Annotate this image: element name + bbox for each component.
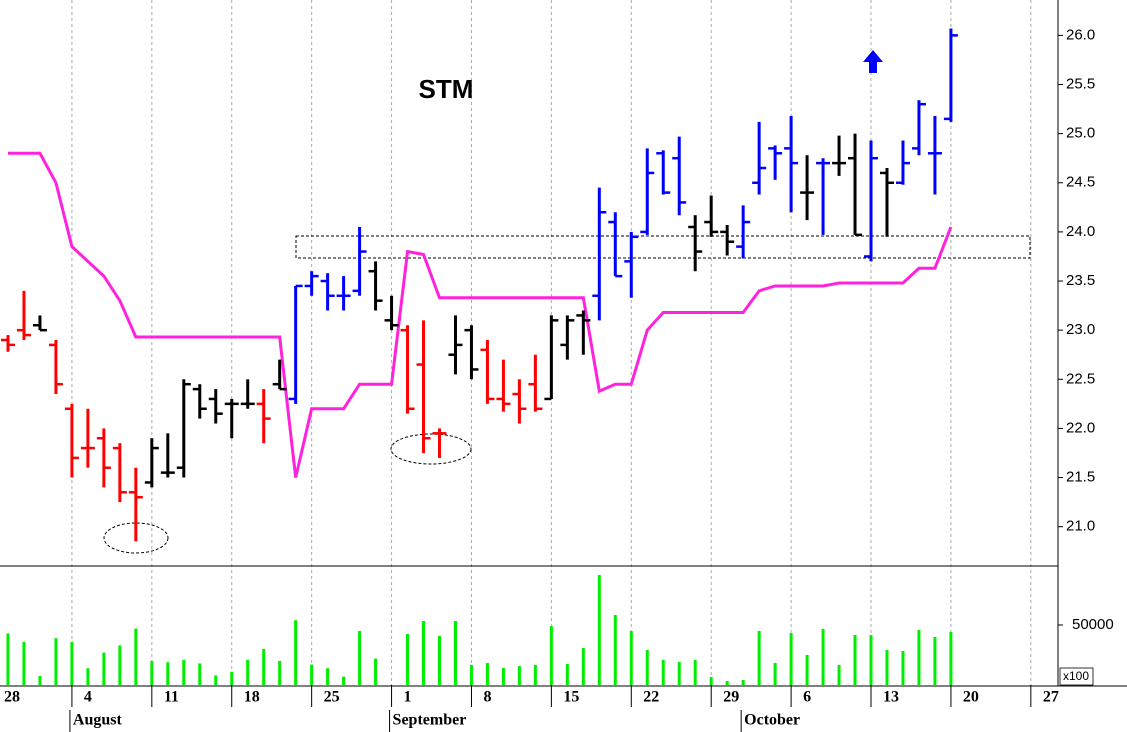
resistance-box bbox=[295, 235, 1031, 259]
y-tick-label: 23.0 bbox=[1066, 321, 1095, 338]
volume-bar bbox=[438, 636, 442, 685]
low-ellipse bbox=[390, 433, 472, 465]
volume-bar bbox=[118, 645, 122, 685]
volume-bar bbox=[22, 641, 26, 685]
volume-bar bbox=[406, 633, 410, 685]
x-tick-label: 20 bbox=[963, 689, 979, 706]
volume-bar bbox=[358, 630, 362, 685]
volume-bar bbox=[501, 667, 505, 685]
volume-bar bbox=[134, 628, 138, 685]
volume-bar bbox=[517, 666, 521, 685]
volume-tick-label: 50000 bbox=[1072, 616, 1114, 633]
volume-bar bbox=[677, 661, 681, 685]
volume-bar bbox=[805, 654, 809, 685]
volume-bar bbox=[581, 648, 585, 685]
x-tick-label: 6 bbox=[803, 689, 811, 706]
chart-title: STM bbox=[419, 74, 474, 104]
volume-bar bbox=[741, 679, 745, 685]
y-tick-label: 24.5 bbox=[1066, 174, 1095, 191]
volume-bar bbox=[629, 630, 633, 685]
x-tick-label: 4 bbox=[84, 689, 92, 706]
volume-bar bbox=[645, 649, 649, 685]
volume-bar bbox=[693, 660, 697, 685]
volume-bar bbox=[262, 648, 266, 685]
y-tick-label: 22.0 bbox=[1066, 419, 1095, 436]
x-tick-label: 25 bbox=[324, 689, 340, 706]
volume-bar bbox=[453, 621, 457, 685]
y-tick-label: 22.5 bbox=[1066, 370, 1095, 387]
y-tick-label: 26.0 bbox=[1066, 26, 1095, 43]
volume-bar bbox=[230, 671, 234, 685]
volume-bar bbox=[278, 660, 282, 685]
volume-bar bbox=[661, 660, 665, 685]
volume-bar bbox=[597, 575, 601, 685]
volume-bar bbox=[821, 629, 825, 685]
volume-bar bbox=[949, 632, 953, 685]
volume-bar bbox=[869, 635, 873, 685]
volume-bar bbox=[102, 652, 106, 685]
y-tick-label: 21.0 bbox=[1066, 518, 1095, 535]
volume-bar bbox=[70, 641, 74, 685]
volume-bar bbox=[422, 621, 426, 685]
volume-bar bbox=[885, 649, 889, 685]
volume-bar bbox=[789, 633, 793, 685]
volume-bar bbox=[709, 676, 713, 685]
volume-bar bbox=[613, 615, 617, 685]
x-tick-label: 13 bbox=[883, 689, 899, 706]
volume-bar bbox=[917, 630, 921, 685]
volume-bar bbox=[469, 664, 473, 685]
x-tick-label: 28 bbox=[4, 689, 20, 706]
volume-bar bbox=[773, 663, 777, 685]
volume-bar bbox=[837, 664, 841, 685]
volume-bar bbox=[901, 651, 905, 685]
y-tick-label: 25.0 bbox=[1066, 125, 1095, 142]
x-tick-label: 11 bbox=[164, 689, 179, 706]
month-label: October bbox=[744, 712, 800, 729]
y-tick-label: 24.0 bbox=[1066, 223, 1095, 240]
volume-bar bbox=[549, 626, 553, 685]
y-tick-label: 25.5 bbox=[1066, 75, 1095, 92]
x-tick-label: 18 bbox=[244, 689, 260, 706]
x-tick-label: 1 bbox=[404, 689, 412, 706]
x-tick-label: 22 bbox=[643, 689, 659, 706]
month-label: September bbox=[393, 712, 467, 729]
volume-bar bbox=[933, 636, 937, 685]
unit-box bbox=[1059, 667, 1094, 686]
month-label: August bbox=[73, 712, 123, 729]
x-tick-label: 8 bbox=[483, 689, 491, 706]
low-ellipse bbox=[103, 522, 169, 554]
volume-bar bbox=[326, 668, 330, 685]
volume-bar bbox=[757, 630, 761, 685]
volume-bar bbox=[374, 658, 378, 685]
volume-bar bbox=[853, 635, 857, 685]
volume-bar bbox=[533, 664, 537, 685]
volume-bar bbox=[54, 638, 58, 685]
x-tick-label: 15 bbox=[563, 689, 579, 706]
stop-line bbox=[7, 151, 953, 478]
volume-bar bbox=[182, 659, 186, 685]
x-tick-label: 29 bbox=[723, 689, 739, 706]
volume-bar bbox=[246, 659, 250, 685]
volume-bar bbox=[342, 676, 346, 685]
volume-bar bbox=[86, 668, 90, 685]
volume-bar bbox=[214, 675, 218, 685]
volume-bar bbox=[150, 660, 154, 685]
volume-bar bbox=[198, 663, 202, 685]
up-arrow bbox=[863, 50, 883, 73]
y-tick-label: 23.5 bbox=[1066, 272, 1095, 289]
volume-bar bbox=[565, 663, 569, 685]
volume-bar bbox=[166, 662, 170, 685]
y-tick-label: 21.5 bbox=[1066, 469, 1095, 486]
volume-bar bbox=[6, 633, 10, 685]
volume-bar bbox=[38, 675, 42, 685]
x-tick-label: 27 bbox=[1043, 689, 1059, 706]
volume-unit: x100 bbox=[1063, 669, 1089, 683]
volume-bar bbox=[294, 620, 298, 685]
volume-bar bbox=[725, 681, 729, 685]
volume-bar bbox=[485, 663, 489, 685]
volume-bar bbox=[310, 664, 314, 685]
